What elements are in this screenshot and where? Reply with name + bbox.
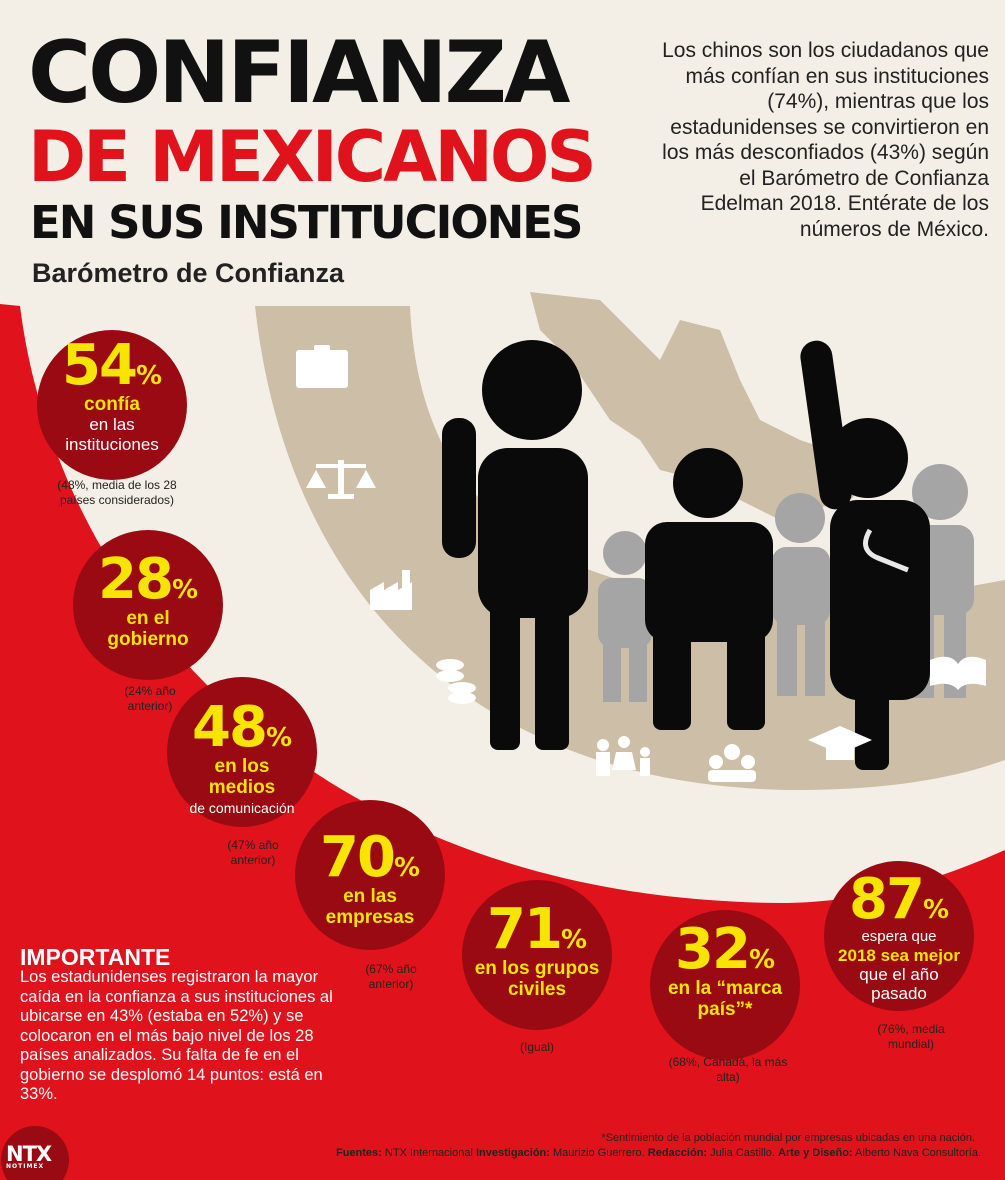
stat-label: que el año pasado [859, 965, 939, 1003]
stat-grupos-civiles: 71% en los grupos civiles [437, 897, 637, 1001]
stat-note: (68%, Canadá, la más alta) [668, 1055, 788, 1084]
stat-percent: 48% [192, 695, 292, 760]
stat-note: (67% año anterior) [365, 962, 417, 991]
stat-highlight: en el gobierno [107, 608, 189, 650]
stat-percent: 32% [675, 917, 775, 982]
coins-icon [436, 659, 476, 704]
stat-percent: 28% [98, 547, 198, 612]
important-title: IMPORTANTE [20, 944, 171, 970]
scales-icon [306, 460, 376, 499]
people-black-icon [442, 340, 930, 770]
logo-circle [1, 1126, 69, 1180]
stat-label: en las instituciones [65, 415, 159, 454]
subtitle: Barómetro de Confianza [32, 258, 345, 288]
stat-highlight: en la “marca país”* [667, 978, 783, 1020]
title-line2: DE MEXICANOS [28, 116, 597, 198]
book-icon [930, 656, 986, 690]
intro-text: Los chinos son los ciudadanos que más co… [662, 39, 989, 241]
stat-percent: 87% [849, 867, 949, 932]
stat-gobierno: 28% en el gobierno [48, 547, 248, 651]
stat-espera-mejor: 87% espera que 2018 sea mejor que el año… [799, 867, 999, 1004]
important-text: Los estadunidenses registraron la mayor … [20, 968, 333, 1103]
stat-percent: 71% [487, 897, 587, 962]
footnote: *Sentimiento de la población mundial por… [601, 1132, 975, 1144]
stat-note: (Igual) [519, 1040, 554, 1054]
title-line3: EN SUS INSTITUCIONES [30, 196, 583, 249]
stat-note: (76%, media mundial) [877, 1022, 945, 1051]
stat-circles [37, 330, 974, 1060]
group-icon [708, 744, 756, 782]
ntx-logo: NTX NOTIMEX [6, 1142, 52, 1170]
stat-highlight: en los grupos civiles [474, 958, 600, 1000]
stat-instituciones: 54% confía en las instituciones [12, 338, 212, 455]
stat-marca-pais: 32% en la “marca país”* [625, 917, 825, 1021]
stat-note: (47% año anterior) [227, 838, 279, 867]
factory-icon [370, 570, 412, 610]
family-icon [596, 736, 650, 776]
stat-label-pre: espera que [861, 928, 937, 945]
stat-note: (48%, media de los 28 países considerado… [57, 478, 177, 507]
stat-highlight: 2018 sea mejor [838, 946, 960, 965]
stat-percent: 70% [320, 825, 420, 890]
stat-empresas: 70% en las empresas [270, 825, 470, 929]
stat-percent: 54% [62, 333, 162, 398]
stat-note: (24% año anterior) [124, 684, 176, 713]
stat-highlight: en las empresas [325, 886, 415, 928]
stat-label: de comunicación [189, 800, 295, 816]
graduation-cap-icon [808, 726, 872, 760]
stat-highlight: confía [84, 394, 140, 415]
stat-medios: 48% en los medios de comunicación [142, 700, 342, 818]
mexico-map-icon [530, 292, 900, 520]
stat-highlight: en los medios [208, 756, 276, 798]
credits: Fuentes: NTX Internacional Investigación… [335, 1147, 981, 1159]
id-card-icon [296, 345, 348, 388]
title-line1: CONFIANZA [28, 23, 570, 123]
